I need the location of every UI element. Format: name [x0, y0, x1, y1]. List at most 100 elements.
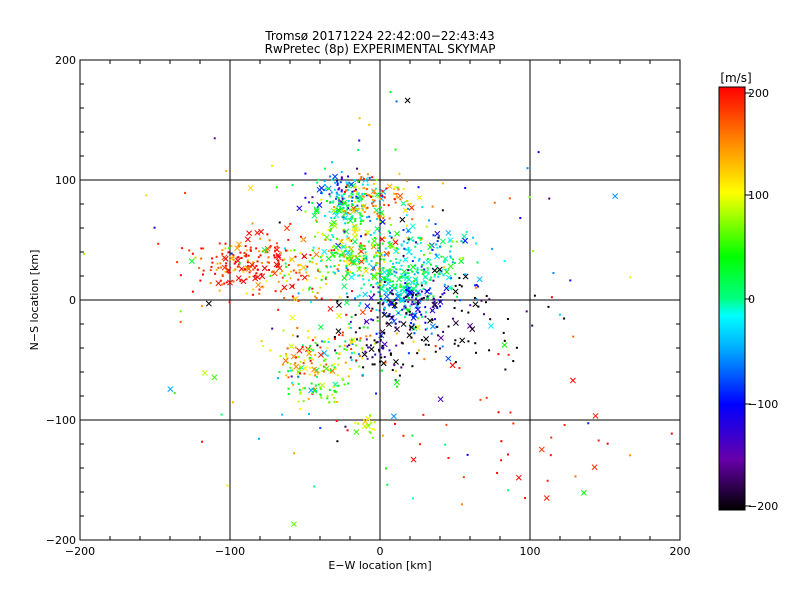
data-point-dot — [407, 265, 410, 268]
data-point-dot — [228, 301, 231, 304]
data-point-dot — [384, 247, 387, 250]
data-point-dot — [451, 317, 454, 320]
data-point-dot — [240, 256, 243, 259]
data-point-dot — [474, 284, 477, 287]
data-point-dot — [215, 268, 218, 271]
data-point-dot — [256, 268, 259, 271]
data-point-dot — [356, 204, 359, 207]
data-point-dot — [224, 242, 227, 245]
data-point-x-marker — [289, 314, 296, 321]
data-point-dot — [359, 302, 362, 305]
data-point-dot — [277, 262, 280, 265]
data-point-dot — [247, 265, 250, 268]
data-point-dot — [354, 219, 357, 222]
data-point-dot — [390, 236, 393, 239]
data-point-dot — [292, 284, 295, 287]
data-point-dot — [352, 186, 355, 189]
data-point-dot — [361, 183, 364, 186]
data-point-dot — [281, 363, 284, 366]
data-point-dot — [311, 261, 314, 264]
data-point-dot — [443, 266, 446, 269]
data-point-dot — [426, 267, 429, 270]
data-point-dot — [411, 365, 414, 368]
data-point-dot — [320, 340, 323, 343]
data-point-dot — [293, 452, 296, 455]
data-point-dot — [497, 353, 500, 356]
data-point-dot — [271, 327, 274, 330]
data-point-dot — [244, 245, 247, 248]
data-point-dot — [319, 346, 322, 349]
data-point-dot — [422, 296, 425, 299]
data-point-dot — [332, 235, 335, 238]
data-point-dot — [533, 294, 536, 297]
data-point-dot — [292, 269, 295, 272]
data-point-dot — [412, 282, 415, 285]
data-point-dot — [360, 287, 363, 290]
data-point-dot — [324, 277, 327, 280]
data-point-x-marker — [361, 351, 368, 358]
data-point-dot — [314, 353, 317, 356]
x-tick-label: −200 — [65, 545, 95, 558]
data-point-dot — [506, 453, 509, 456]
data-point-dot — [302, 362, 305, 365]
data-point-dot — [355, 255, 358, 258]
data-point-dot — [317, 247, 320, 250]
data-point-dot — [423, 358, 426, 361]
data-point-dot — [432, 295, 435, 298]
data-point-dot — [320, 198, 323, 201]
data-point-dot — [399, 276, 402, 279]
data-point-dot — [289, 369, 292, 372]
data-point-dot — [292, 334, 295, 337]
data-point-dot — [347, 204, 350, 207]
data-point-dot — [291, 183, 294, 186]
data-point-x-marker — [311, 212, 318, 219]
data-point-dot — [371, 307, 374, 310]
data-point-dot — [336, 268, 339, 271]
data-point-dot — [420, 338, 423, 341]
data-point-dot — [374, 187, 377, 190]
data-point-dot — [407, 272, 410, 275]
data-point-dot — [373, 192, 376, 195]
data-point-x-marker — [392, 239, 399, 246]
data-point-dot — [320, 260, 323, 263]
data-point-dot — [345, 264, 348, 267]
data-point-dot — [351, 272, 354, 275]
data-point-x-marker — [329, 367, 336, 374]
data-point-dot — [450, 276, 453, 279]
data-point-dot — [405, 313, 408, 316]
data-point-dot — [358, 339, 361, 342]
data-point-dot — [409, 268, 412, 271]
data-point-dot — [289, 277, 292, 280]
data-point-x-marker — [408, 324, 415, 331]
data-point-dot — [276, 245, 279, 248]
data-point-dot — [310, 382, 313, 385]
data-point-dot — [372, 182, 375, 185]
data-point-dot — [462, 476, 465, 479]
data-point-dot — [414, 241, 417, 244]
data-point-dot — [387, 303, 390, 306]
data-point-dot — [416, 301, 419, 304]
data-point-dot — [245, 249, 248, 252]
data-point-dot — [496, 471, 499, 474]
data-point-dot — [422, 287, 425, 290]
data-point-dot — [336, 440, 339, 443]
data-point-x-marker — [424, 288, 431, 295]
data-point-x-marker — [211, 374, 218, 381]
data-point-dot — [430, 276, 433, 279]
data-point-dot — [399, 290, 402, 293]
data-point-dot — [422, 270, 425, 273]
data-point-dot — [372, 201, 375, 204]
data-point-dot — [287, 264, 290, 267]
data-point-dot — [415, 297, 418, 300]
data-point-dot — [223, 282, 226, 285]
data-point-dot — [377, 251, 380, 254]
data-point-dot — [337, 197, 340, 200]
data-point-dot — [285, 353, 288, 356]
data-point-dot — [394, 248, 397, 251]
data-point-dot — [524, 497, 527, 500]
data-point-dot — [314, 235, 317, 238]
data-point-dot — [395, 332, 398, 335]
data-point-dot — [409, 202, 412, 205]
data-point-dot — [292, 383, 295, 386]
data-point-dot — [403, 316, 406, 319]
